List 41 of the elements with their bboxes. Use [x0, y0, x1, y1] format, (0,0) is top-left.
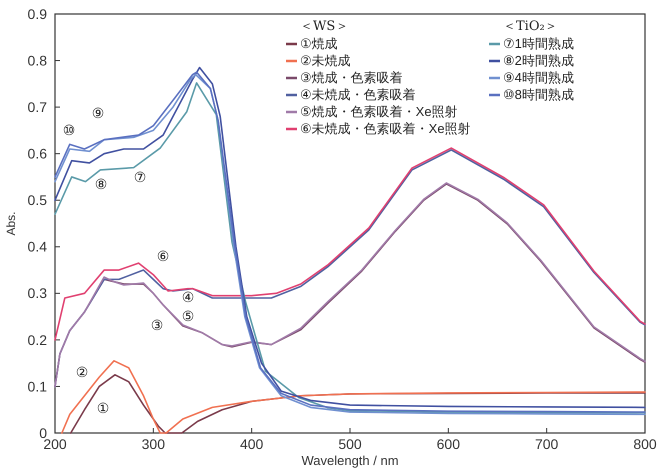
legend-label: ⑧2時間熟成	[503, 53, 574, 68]
x-tick-label: 800	[633, 436, 657, 452]
x-axis-title: Wavelength / nm	[301, 453, 399, 468]
annotation: ⑦	[134, 168, 146, 185]
legend-label: ⑤焼成・色素吸着・Xe照射	[300, 104, 458, 119]
y-tick-label: 0.3	[28, 285, 48, 302]
y-tick-label: 0.6	[28, 146, 48, 162]
x-tick-label: 400	[240, 436, 264, 452]
y-tick-label: 0.4	[28, 238, 48, 255]
y-tick-label: 0.8	[28, 52, 48, 68]
y-tick-label: 0.9	[28, 6, 48, 22]
annotation: ②	[76, 364, 88, 380]
line-series	[54, 147, 646, 341]
annotation: ⑥	[156, 248, 170, 264]
annotation: ④	[182, 288, 194, 305]
y-tick-label: 0.2	[28, 332, 48, 348]
annotation: ＜TiO₂＞	[503, 19, 558, 34]
annotation: ⑨	[92, 104, 104, 121]
annotation: ⑩	[62, 122, 76, 138]
legend-label: ③焼成・色素吸着	[300, 70, 403, 85]
y-axis-title: Abs.	[4, 211, 18, 236]
annotation: ①	[96, 400, 110, 416]
y-tick-label: 0.1	[28, 378, 48, 394]
legend-label: ⑩8時間熟成	[503, 87, 574, 102]
legend-label: ①焼成	[300, 36, 338, 51]
annotation: ⑧	[94, 176, 108, 192]
y-tick-label: 0.7	[28, 99, 48, 116]
legend-label: ⑨4時間熟成	[503, 70, 574, 85]
annotation: ③	[150, 316, 164, 333]
x-tick-label: 500	[338, 436, 362, 452]
legend-label: ⑥未焼成・色素吸着・Xe照射	[300, 121, 471, 136]
line-series	[61, 360, 646, 434]
x-tick-label: 600	[436, 436, 460, 452]
legend-label: ④未焼成・色素吸着	[300, 87, 416, 102]
legend-label: ⑦1時間熟成	[503, 36, 574, 51]
annotation: ＜WS＞	[300, 19, 348, 34]
x-tick-label: 700	[534, 436, 559, 452]
legend-label: ②未焼成	[300, 53, 351, 68]
x-tick-label: 300	[142, 436, 166, 452]
y-tick-label: 0.5	[28, 192, 48, 208]
annotation: ⑤	[182, 308, 194, 324]
